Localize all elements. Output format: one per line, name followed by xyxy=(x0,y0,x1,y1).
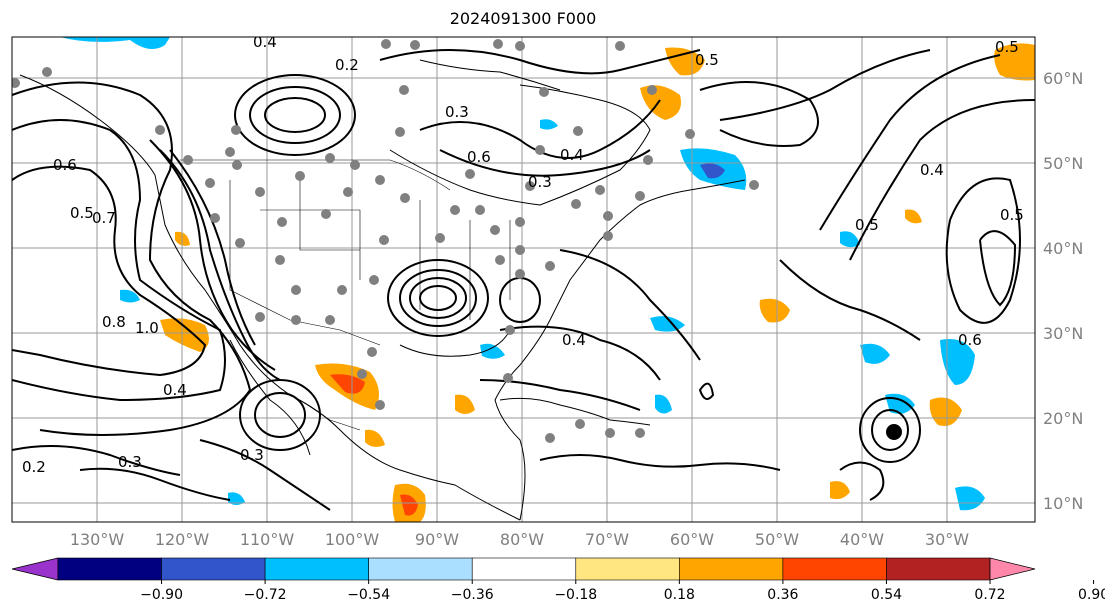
contour-label: 0.3 xyxy=(445,103,469,121)
graticule xyxy=(12,37,1035,522)
colorbar-segment xyxy=(679,557,784,581)
lat-label: 60°N xyxy=(1043,69,1083,88)
colorbar-segment xyxy=(368,557,473,581)
longitude-labels: 130°W 120°W 110°W 100°W 90°W 80°W 70°W 6… xyxy=(70,530,969,549)
colorbar-segment xyxy=(161,557,266,581)
lon-label: 100°W xyxy=(325,530,380,549)
colorbar-max-arrow xyxy=(989,557,1036,581)
blob-cyan xyxy=(655,394,672,414)
colorbar-tick-label: −0.18 xyxy=(554,587,597,603)
colorbar-segment xyxy=(575,557,680,581)
blob-orange xyxy=(665,47,705,76)
lat-label: 20°N xyxy=(1043,409,1083,428)
blob-cyan xyxy=(480,343,505,359)
chart-title: 2024091300 F000 xyxy=(449,9,597,28)
blob-cyan xyxy=(840,231,860,248)
colorbar-segment xyxy=(264,557,369,581)
lon-label: 60°W xyxy=(670,530,714,549)
lat-label: 40°N xyxy=(1043,239,1083,258)
contour-label: 0.5 xyxy=(695,51,719,69)
blob-blue xyxy=(700,163,725,179)
lon-label: 110°W xyxy=(240,530,295,549)
blob-orange xyxy=(994,43,1035,81)
blob-orange xyxy=(905,209,922,224)
blob-cyan xyxy=(955,486,985,511)
storm-center-marker xyxy=(886,424,902,440)
blob-cyan xyxy=(860,343,890,364)
coastlines xyxy=(19,59,746,521)
contour-label: 0.4 xyxy=(163,381,187,399)
colorbar-tick-label: 0.90 xyxy=(1078,587,1105,603)
colorbar-tick-label: 0.18 xyxy=(664,587,695,603)
blob-orange xyxy=(929,397,962,426)
lon-label: 120°W xyxy=(155,530,210,549)
blob-orange xyxy=(160,318,209,352)
lon-label: 90°W xyxy=(415,530,459,549)
contour-label: 0.5 xyxy=(995,38,1019,56)
lon-label: 50°W xyxy=(755,530,799,549)
contour-label: 0.7 xyxy=(92,209,116,227)
contour-label: 0.3 xyxy=(240,446,264,464)
colorbar-tick-label: 0.72 xyxy=(974,587,1005,603)
contour-label: 0.5 xyxy=(1000,206,1024,224)
blob-red xyxy=(400,494,418,516)
contour-label: 0.6 xyxy=(958,331,982,349)
contour-label: 0.4 xyxy=(560,146,584,164)
colorbar-segment xyxy=(782,557,887,581)
contour-label: 1.0 xyxy=(135,319,159,337)
colorbar-segment xyxy=(471,557,577,581)
lat-label: 10°N xyxy=(1043,494,1083,513)
colorbar-tick-label: 0.36 xyxy=(767,587,798,603)
blob-cyan xyxy=(540,119,558,130)
map-background xyxy=(12,37,1035,522)
contour-label: 0.4 xyxy=(920,161,944,179)
contour-label: 0.4 xyxy=(253,33,277,51)
blob-cyan xyxy=(60,37,170,49)
colorbar-tick-label: −0.36 xyxy=(451,587,494,603)
colorbar-segment xyxy=(886,557,991,581)
colorbar-tick-label: −0.72 xyxy=(244,587,287,603)
map-frame xyxy=(11,36,1036,523)
lat-label: 30°N xyxy=(1043,324,1083,343)
lon-label: 30°W xyxy=(925,530,969,549)
blob-cyan xyxy=(120,289,140,303)
colorbar-min-arrow xyxy=(11,557,59,581)
observation-dots xyxy=(12,39,759,443)
lon-label: 80°W xyxy=(500,530,544,549)
blob-red xyxy=(330,374,365,394)
lon-label: 40°W xyxy=(840,530,884,549)
blob-cyan xyxy=(940,339,975,385)
borders xyxy=(180,159,511,431)
lon-label: 70°W xyxy=(585,530,629,549)
blob-orange xyxy=(830,481,850,500)
blob-cyan xyxy=(228,492,245,505)
contour-label: 0.4 xyxy=(562,331,586,349)
contour-label: 0.3 xyxy=(528,173,552,191)
contour-label: 0.5 xyxy=(70,204,94,222)
blob-orange xyxy=(365,429,385,447)
lon-label: 130°W xyxy=(70,530,125,549)
contour-value-labels: 0.4 0.2 0.3 0.5 0.6 0.8 0.7 1.0 0.2 0.3 … xyxy=(22,33,1024,476)
contour-lines xyxy=(12,49,1035,511)
contour-label: 0.2 xyxy=(335,56,359,74)
colorbar-segment xyxy=(57,557,162,581)
contour-label: 0.8 xyxy=(102,313,126,331)
lat-label: 50°N xyxy=(1043,154,1083,173)
blob-orange xyxy=(759,298,790,323)
contour-label: 0.3 xyxy=(118,453,142,471)
latitude-labels: 60°N 50°N 40°N 30°N 20°N 10°N xyxy=(1043,69,1083,513)
blob-orange xyxy=(455,394,475,414)
contour-label: 0.6 xyxy=(467,148,491,166)
contour-label: 0.2 xyxy=(22,458,46,476)
contour-label: 0.5 xyxy=(855,216,879,234)
colorbar-tick-label: 0.54 xyxy=(871,587,902,603)
contour-label: 0.6 xyxy=(53,156,77,174)
colorbar-tick-label: −0.54 xyxy=(347,587,390,603)
colorbar: −0.90 −0.72 −0.54 −0.36 −0.18 0.18 0.36 0.54 0.7… xyxy=(11,557,1105,603)
colorbar-tick-label: −0.90 xyxy=(140,587,183,603)
